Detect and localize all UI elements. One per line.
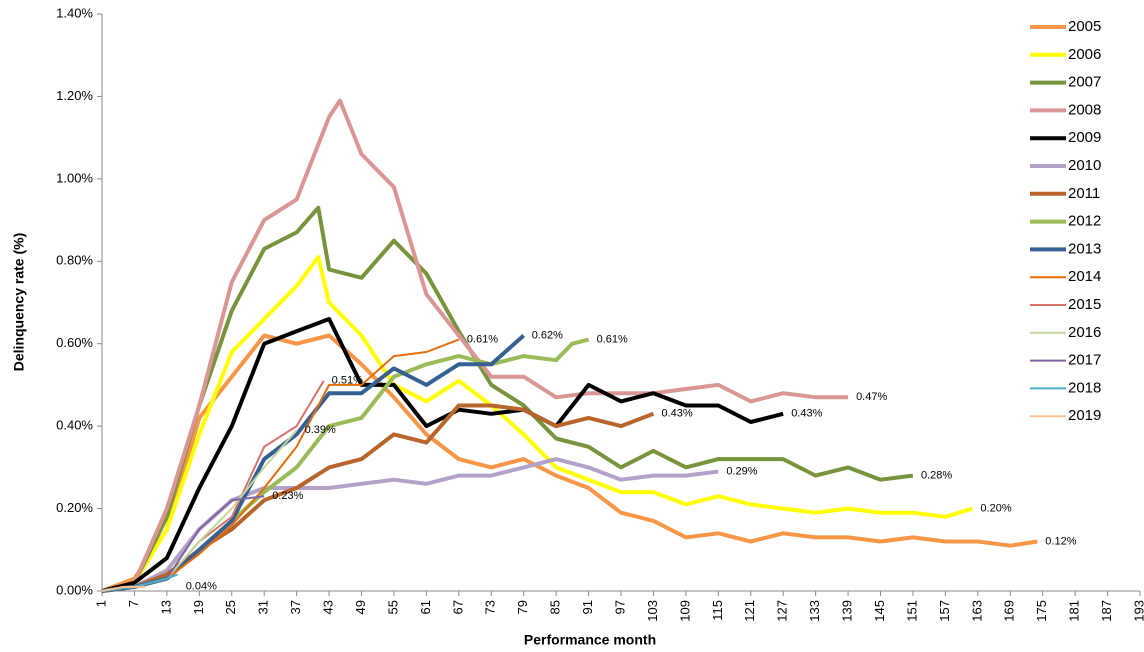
series-line [101, 457, 719, 593]
x-tick-label: 169 [1002, 600, 1017, 622]
y-tick-label: 1.00% [56, 170, 93, 185]
y-tick-label: 0.80% [56, 253, 93, 268]
x-tick-label: 55 [385, 600, 400, 614]
x-tick-label: 79 [515, 600, 530, 614]
legend-label: 2006 [1068, 46, 1101, 63]
x-tick-label: 97 [612, 600, 627, 614]
x-axis-title: Performance month [524, 632, 656, 648]
legend-label: 2018 [1068, 379, 1101, 396]
series-line [101, 585, 146, 592]
series-line [101, 333, 1038, 593]
x-tick-label: 31 [256, 600, 271, 614]
x-tick-label: 7 [126, 600, 141, 607]
x-tick-label: 181 [1067, 600, 1082, 622]
y-tick-label: 1.40% [56, 5, 93, 20]
x-tick-label: 193 [1131, 600, 1144, 622]
end-label: 0.61% [467, 333, 498, 345]
x-tick-label: 25 [223, 600, 238, 614]
end-label: 0.28% [921, 470, 952, 482]
x-tick-label: 121 [742, 600, 757, 622]
x-tick-label: 151 [904, 600, 919, 622]
series-line [101, 338, 460, 592]
legend-label: 2012 [1068, 213, 1101, 230]
legend-label: 2005 [1068, 18, 1101, 35]
end-label: 0.43% [791, 408, 822, 420]
x-tick-label: 1 [93, 600, 108, 607]
x-tick-label: 163 [969, 600, 984, 622]
legend-label: 2015 [1068, 296, 1101, 313]
x-tick-label: 115 [710, 600, 725, 621]
x-tick-label: 91 [580, 600, 595, 614]
end-label: 0.20% [980, 502, 1011, 514]
legend-label: 2019 [1068, 407, 1101, 424]
y-tick-label: 1.20% [56, 88, 93, 103]
end-label: 0.39% [305, 424, 336, 436]
x-tick-label: 139 [840, 600, 855, 622]
end-label: 0.61% [597, 333, 628, 345]
y-tick-label: 0.20% [56, 500, 93, 515]
end-label: 0.51% [332, 375, 363, 387]
end-label: 0.62% [532, 329, 563, 341]
end-label: 0.43% [661, 408, 692, 420]
x-tick-label: 49 [353, 600, 368, 614]
end-label: 0.23% [272, 490, 303, 502]
x-tick-label: 157 [937, 600, 952, 622]
x-tick-label: 85 [548, 600, 563, 614]
series-line [101, 573, 179, 592]
x-tick-label: 73 [483, 600, 498, 614]
legend-label: 2009 [1068, 129, 1101, 146]
legend-label: 2013 [1068, 240, 1101, 257]
end-label: 0.04% [186, 580, 217, 592]
series-line [101, 205, 914, 593]
y-axis-title: Delinquency rate (%) [11, 233, 27, 371]
legend-label: 2016 [1068, 324, 1101, 341]
end-label: 0.12% [1045, 535, 1076, 547]
x-tick-label: 127 [775, 600, 790, 622]
legend-label: 2008 [1068, 101, 1101, 118]
series-line [101, 98, 849, 593]
x-tick-label: 133 [807, 600, 822, 622]
legend-label: 2011 [1068, 185, 1100, 202]
x-tick-label: 103 [645, 600, 660, 622]
x-tick-label: 37 [288, 600, 303, 614]
y-tick-label: 0.40% [56, 418, 93, 433]
x-tick-label: 19 [191, 600, 206, 614]
x-tick-label: 61 [418, 600, 433, 614]
x-tick-label: 109 [677, 600, 692, 622]
x-tick-label: 175 [1034, 600, 1049, 622]
series-line [101, 334, 526, 593]
legend-label: 2014 [1068, 268, 1101, 285]
series-line [101, 495, 265, 592]
legend-label: 2007 [1068, 74, 1101, 91]
end-label: 0.47% [856, 391, 887, 403]
x-tick-label: 145 [872, 600, 887, 622]
legend-label: 2017 [1068, 352, 1101, 369]
x-tick-label: 67 [450, 600, 465, 614]
y-tick-label: 0.00% [56, 582, 93, 597]
end-label: 0.29% [726, 465, 757, 477]
series-line [101, 380, 325, 592]
x-tick-label: 13 [158, 600, 173, 614]
legend-label: 2010 [1068, 157, 1101, 174]
x-tick-label: 187 [1099, 600, 1114, 622]
series-line [101, 317, 784, 593]
y-tick-label: 0.60% [56, 335, 93, 350]
x-tick-label: 43 [321, 600, 336, 614]
series-line [101, 255, 973, 593]
